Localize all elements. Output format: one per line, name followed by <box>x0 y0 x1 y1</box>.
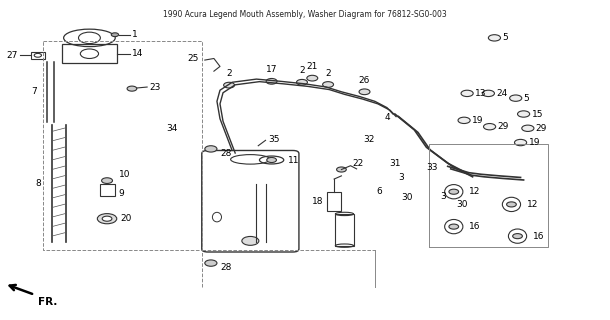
Text: 5: 5 <box>523 94 529 103</box>
Circle shape <box>34 53 41 57</box>
Text: 30: 30 <box>456 200 467 209</box>
Text: 12: 12 <box>526 200 538 209</box>
Text: 9: 9 <box>118 189 124 198</box>
Text: 2: 2 <box>226 69 232 78</box>
Circle shape <box>267 157 276 163</box>
Circle shape <box>517 111 529 117</box>
Circle shape <box>489 35 501 41</box>
Circle shape <box>79 32 101 44</box>
Text: 31: 31 <box>389 159 401 168</box>
Text: 11: 11 <box>288 156 300 164</box>
Text: 32: 32 <box>364 135 375 144</box>
Bar <box>100 184 115 196</box>
Text: 13: 13 <box>475 89 487 98</box>
Text: 16: 16 <box>533 232 544 241</box>
Circle shape <box>449 189 459 194</box>
Circle shape <box>461 90 473 97</box>
Circle shape <box>458 117 470 124</box>
Circle shape <box>522 125 534 132</box>
Circle shape <box>205 146 217 152</box>
Circle shape <box>359 89 370 95</box>
Text: 19: 19 <box>472 116 484 125</box>
Text: 23: 23 <box>149 83 160 92</box>
Circle shape <box>98 214 117 224</box>
Text: 3: 3 <box>398 173 404 182</box>
Bar <box>62 44 117 63</box>
Circle shape <box>205 260 217 266</box>
Text: 26: 26 <box>359 76 370 85</box>
Circle shape <box>484 124 496 130</box>
Circle shape <box>307 75 318 81</box>
Text: 29: 29 <box>536 124 547 133</box>
Text: 12: 12 <box>469 187 480 196</box>
Text: 2: 2 <box>325 68 331 77</box>
Text: 29: 29 <box>498 122 509 131</box>
Circle shape <box>102 216 112 221</box>
Text: 22: 22 <box>353 159 364 168</box>
Text: 34: 34 <box>166 124 178 133</box>
Text: 1: 1 <box>132 30 138 39</box>
Circle shape <box>323 82 334 87</box>
Circle shape <box>509 95 522 101</box>
Text: 4: 4 <box>384 113 390 122</box>
Text: 24: 24 <box>497 89 508 98</box>
Circle shape <box>102 178 112 183</box>
Text: FR.: FR. <box>38 297 57 307</box>
Text: 33: 33 <box>427 164 438 172</box>
Text: 5: 5 <box>503 33 508 42</box>
Circle shape <box>111 33 118 36</box>
Text: 6: 6 <box>376 187 382 196</box>
Circle shape <box>514 140 526 146</box>
Circle shape <box>224 82 235 88</box>
Text: 14: 14 <box>132 49 143 58</box>
Bar <box>336 214 354 246</box>
Text: 7: 7 <box>31 87 37 96</box>
Text: 17: 17 <box>266 65 278 74</box>
Text: 27: 27 <box>7 51 18 60</box>
Text: 18: 18 <box>312 197 323 206</box>
Text: 30: 30 <box>401 193 413 202</box>
Text: 21: 21 <box>307 62 318 71</box>
Circle shape <box>296 79 307 85</box>
Circle shape <box>483 90 495 97</box>
Text: 16: 16 <box>469 222 481 231</box>
Circle shape <box>266 78 277 84</box>
Circle shape <box>449 224 459 229</box>
Text: 3: 3 <box>440 192 447 201</box>
Circle shape <box>127 86 137 91</box>
Bar <box>31 52 45 59</box>
Text: 1990 Acura Legend Mouth Assembly, Washer Diagram for 76812-SG0-003: 1990 Acura Legend Mouth Assembly, Washer… <box>163 10 447 19</box>
Text: 2: 2 <box>299 66 305 75</box>
Circle shape <box>81 49 99 59</box>
Text: 15: 15 <box>531 109 543 118</box>
Text: 19: 19 <box>528 138 540 147</box>
Text: 28: 28 <box>221 149 232 158</box>
Circle shape <box>506 202 516 207</box>
Text: 10: 10 <box>118 170 130 179</box>
Circle shape <box>242 236 259 245</box>
Text: 28: 28 <box>221 263 232 272</box>
Text: 8: 8 <box>35 179 41 188</box>
Bar <box>328 192 341 211</box>
Text: 20: 20 <box>120 214 132 223</box>
Text: 25: 25 <box>187 54 199 63</box>
Circle shape <box>337 167 346 172</box>
Circle shape <box>512 234 522 239</box>
Text: 35: 35 <box>268 135 280 144</box>
